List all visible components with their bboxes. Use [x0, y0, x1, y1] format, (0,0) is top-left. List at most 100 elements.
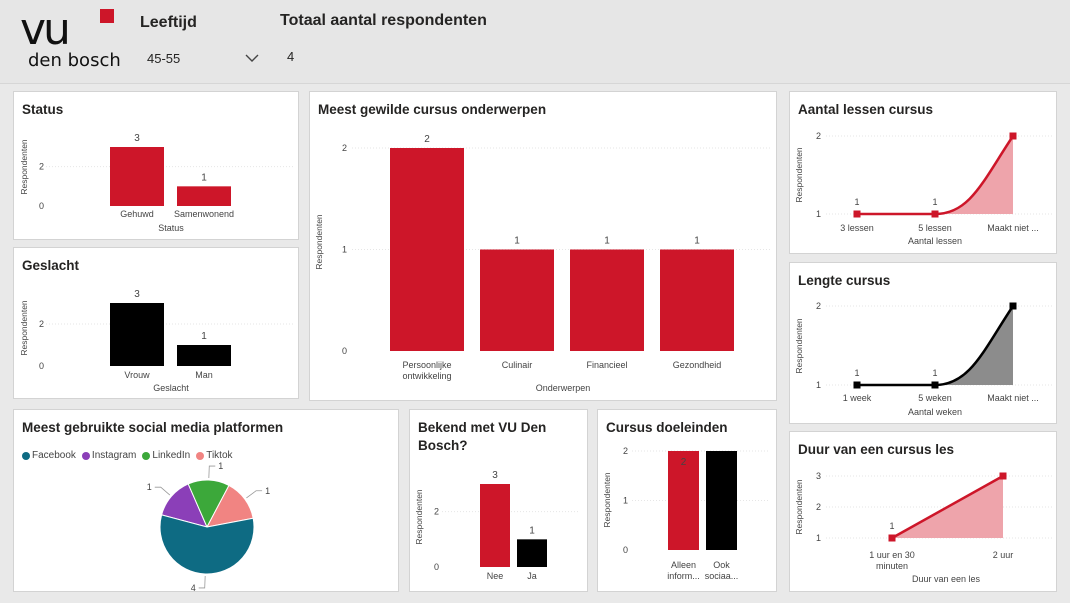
- bar: [480, 484, 510, 567]
- data-point: [931, 381, 939, 389]
- data-label: 1: [604, 236, 610, 247]
- pie-data-label: 4: [191, 583, 196, 593]
- legend-dot: [142, 451, 151, 460]
- bar: [390, 148, 464, 351]
- legend-item[interactable]: Tiktok: [196, 450, 233, 461]
- y-tick-label: 0: [39, 201, 44, 211]
- data-label: 1: [529, 525, 535, 536]
- data-label: 1: [932, 197, 937, 207]
- chevron-down-icon: [245, 54, 259, 62]
- legend-item[interactable]: Facebook: [22, 450, 76, 461]
- y-tick-label: 0: [39, 361, 44, 371]
- x-tick-label: Maakt niet ...: [987, 393, 1039, 403]
- series-line: [857, 305, 1015, 387]
- x-tick-label: Nee: [487, 571, 504, 581]
- data-point: [888, 534, 896, 542]
- pie-leader-line: [208, 465, 216, 479]
- y-tick-label: 2: [39, 319, 44, 329]
- x-axis-label: Aantal lessen: [908, 236, 962, 246]
- x-tick-label: 3 lessen: [840, 223, 874, 233]
- x-tick-label: Alleen: [671, 560, 696, 570]
- data-point: [853, 381, 861, 389]
- card-onderwerpen: Meest gewilde cursus onderwerpen 0 1 2 Resp…: [309, 91, 777, 401]
- x-axis-label: Geslacht: [153, 383, 189, 393]
- x-tick-label: ontwikkeling: [402, 371, 451, 381]
- card-title: Geslacht: [22, 258, 80, 273]
- data-label: 3: [134, 289, 140, 300]
- x-tick-label: inform...: [667, 571, 700, 581]
- data-label: 1: [854, 197, 859, 207]
- x-tick-label: Culinair: [502, 360, 533, 370]
- card-bekend: Bekend met VU Den Bosch? 0 2 Respondenten 3…: [409, 409, 588, 592]
- y-tick-label: 2: [342, 143, 347, 153]
- card-title: Meest gebruikte social media platformen: [22, 420, 284, 435]
- data-label: 1: [694, 236, 700, 247]
- legend-label: Instagram: [91, 450, 137, 461]
- data-label: 1: [854, 368, 859, 378]
- y-axis-label: Respondenten: [414, 489, 424, 545]
- data-label: 1: [514, 236, 520, 247]
- y-tick-label: 0: [434, 562, 439, 572]
- y-tick-label: 0: [623, 545, 628, 555]
- data-label: 1: [889, 521, 894, 531]
- card-title: Lengte cursus: [798, 273, 891, 288]
- card-title: Bekend met VU Den Bosch?: [418, 420, 547, 453]
- data-point: [931, 210, 939, 218]
- pie-leader-line: [246, 490, 263, 499]
- legend-dot: [196, 451, 205, 460]
- legend-item[interactable]: Instagram: [81, 450, 137, 461]
- y-axis-label: Respondenten: [794, 318, 804, 374]
- x-tick-label: Ook: [713, 560, 730, 570]
- y-tick-label: 1: [816, 380, 821, 390]
- card-duur: Duur van een cursus les 1 2 3 Respondenten 1…: [789, 431, 1057, 592]
- y-tick-label: 1: [816, 533, 821, 543]
- card-social: Meest gebruikte social media platformen …: [13, 409, 399, 593]
- status-bar-chart: 0 2 Respondenten 3 Gehuwd 1 Samenwonend Status: [19, 133, 294, 233]
- x-tick-label: Gezondheid: [673, 360, 722, 370]
- card-title: Duur van een cursus les: [798, 442, 955, 457]
- legend-item[interactable]: LinkedIn: [142, 450, 190, 461]
- bar: [660, 249, 734, 351]
- logo-vu-text: vu: [20, 4, 71, 55]
- y-tick-label: 0: [342, 346, 347, 356]
- bar: [480, 249, 554, 351]
- onderwerpen-bar-chart: 0 1 2 Respondenten 2 Persoonlijkeontwikkeling…: [314, 134, 770, 393]
- y-tick-label: 3: [816, 471, 821, 481]
- y-axis-label: Respondenten: [794, 479, 804, 535]
- y-tick-label: 2: [434, 507, 439, 517]
- data-label: 2: [424, 134, 430, 145]
- x-tick-label: Man: [195, 370, 213, 380]
- card-title: Meest gewilde cursus onderwerpen: [318, 102, 547, 117]
- y-tick-label: 1: [816, 209, 821, 219]
- bar: [706, 451, 737, 550]
- bar: [110, 147, 164, 206]
- data-label: 1: [201, 172, 207, 183]
- logo-red-square: [100, 9, 114, 23]
- pie-leader-line: [154, 486, 171, 496]
- series-line: [857, 135, 1015, 216]
- x-tick-label: Maakt niet ...: [987, 223, 1039, 233]
- x-tick-label: sociaa...: [705, 571, 739, 581]
- x-tick-label: Financieel: [586, 360, 627, 370]
- x-tick-label: 5 weken: [918, 393, 952, 403]
- total-respondents-value: 4: [287, 49, 295, 64]
- bar: [177, 186, 231, 206]
- card-status: Status 0 2 Respondenten 3 Gehuwd 1 Samenwonend…: [13, 91, 299, 240]
- age-filter-dropdown[interactable]: 45-55: [140, 44, 266, 72]
- data-label: 3: [134, 133, 140, 144]
- y-axis-label: Respondenten: [19, 139, 29, 195]
- pie-legend: Facebook Instagram LinkedIn Tiktok: [22, 450, 233, 461]
- data-label: 3: [492, 470, 498, 481]
- data-label: 1: [932, 368, 937, 378]
- legend-dot: [22, 451, 30, 460]
- y-axis-label: Respondenten: [19, 300, 29, 356]
- series-line: [891, 474, 1004, 540]
- y-tick-label: 2: [816, 301, 821, 311]
- age-filter-value: 45-55: [147, 51, 181, 66]
- lengte-area-chart: 1 2 Respondenten 1 1 week 1 5 weken Maakt niet …: [794, 301, 1052, 417]
- y-tick-label: 2: [623, 446, 628, 456]
- pie-data-label: 1: [265, 486, 270, 496]
- x-tick-label: 2 uur: [993, 550, 1014, 560]
